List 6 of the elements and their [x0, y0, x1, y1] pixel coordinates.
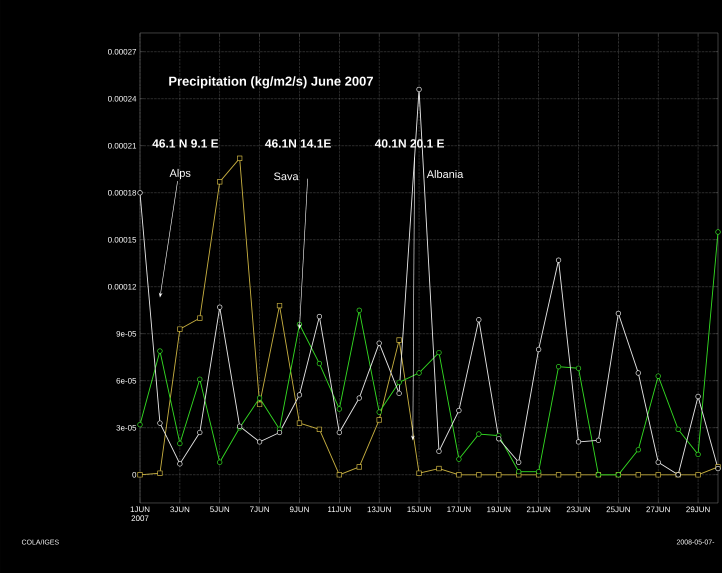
annotation: Alps [170, 168, 190, 180]
annotation: 46.1 N 9.1 E [152, 139, 218, 148]
text: Precipitation (kg/m2/s) June 2007 [169, 76, 373, 88]
annotation: Albania [426, 170, 464, 178]
annotation: 46.1N 14.1E [265, 139, 331, 148]
annotation: Sava [274, 172, 299, 180]
